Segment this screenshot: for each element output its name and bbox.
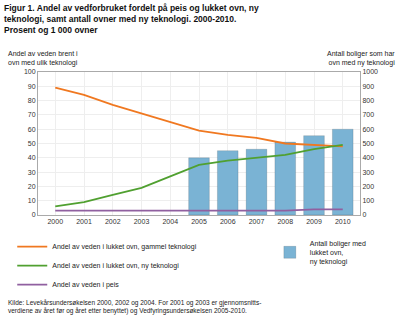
svg-text:70: 70 xyxy=(28,111,36,118)
svg-text:40: 40 xyxy=(28,154,36,161)
svg-text:20: 20 xyxy=(28,183,36,190)
svg-text:100: 100 xyxy=(362,197,374,204)
svg-text:800: 800 xyxy=(362,97,374,104)
svg-text:30: 30 xyxy=(28,169,36,176)
svg-text:700: 700 xyxy=(362,111,374,118)
svg-text:0: 0 xyxy=(32,211,36,218)
svg-text:2005: 2005 xyxy=(191,218,207,225)
svg-text:Andel av veden i lukket ovn, n: Andel av veden i lukket ovn, ny teknolog… xyxy=(52,262,179,270)
svg-text:900: 900 xyxy=(362,83,374,90)
svg-text:100: 100 xyxy=(24,68,36,75)
svg-text:2010: 2010 xyxy=(335,218,351,225)
svg-text:500: 500 xyxy=(362,140,374,147)
svg-text:2002: 2002 xyxy=(105,218,121,225)
svg-text:Andel av veden i lukket ovn, g: Andel av veden i lukket ovn, gammel tekn… xyxy=(52,243,196,251)
svg-text:Andel av veden brent iovn med: Andel av veden brent iovn med ulik tekno… xyxy=(8,50,78,67)
svg-text:400: 400 xyxy=(362,154,374,161)
svg-text:2003: 2003 xyxy=(134,218,150,225)
svg-text:1000: 1000 xyxy=(362,68,378,75)
svg-text:2009: 2009 xyxy=(306,218,322,225)
svg-text:2000: 2000 xyxy=(47,218,63,225)
svg-text:2001: 2001 xyxy=(76,218,92,225)
svg-text:60: 60 xyxy=(28,126,36,133)
svg-text:2008: 2008 xyxy=(277,218,293,225)
svg-text:Figur 1. Andel av vedforbruket: Figur 1. Andel av vedforbruket fordelt p… xyxy=(4,3,259,35)
svg-text:0: 0 xyxy=(362,211,366,218)
svg-text:600: 600 xyxy=(362,126,374,133)
svg-text:50: 50 xyxy=(28,140,36,147)
svg-text:200: 200 xyxy=(362,183,374,190)
svg-text:Antall boliger medlukket ovn,n: Antall boliger medlukket ovn,ny teknolog… xyxy=(310,240,366,266)
svg-text:2004: 2004 xyxy=(162,218,178,225)
svg-text:80: 80 xyxy=(28,97,36,104)
svg-text:300: 300 xyxy=(362,169,374,176)
svg-text:2006: 2006 xyxy=(220,218,236,225)
svg-text:90: 90 xyxy=(28,83,36,90)
svg-text:10: 10 xyxy=(28,197,36,204)
svg-text:2007: 2007 xyxy=(249,218,265,225)
svg-text:Kilde: Levekårsundersøkelsen 2: Kilde: Levekårsundersøkelsen 2000, 2002 … xyxy=(8,299,261,315)
svg-text:Antall boliger som harovn med: Antall boliger som harovn med ny teknolo… xyxy=(327,50,395,67)
svg-text:Andel av veden i peis: Andel av veden i peis xyxy=(52,281,119,289)
